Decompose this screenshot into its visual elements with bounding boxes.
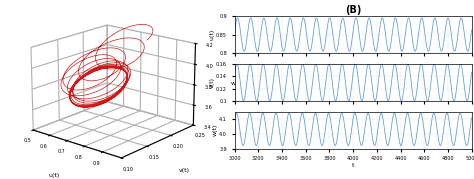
Y-axis label: w(t): w(t) <box>213 124 218 136</box>
Y-axis label: v(t): v(t) <box>210 77 215 88</box>
X-axis label: t: t <box>352 163 355 168</box>
X-axis label: u(t): u(t) <box>49 173 60 178</box>
Y-axis label: u(t): u(t) <box>210 29 215 40</box>
Title: (B): (B) <box>345 5 361 15</box>
Y-axis label: v(t): v(t) <box>179 168 190 173</box>
